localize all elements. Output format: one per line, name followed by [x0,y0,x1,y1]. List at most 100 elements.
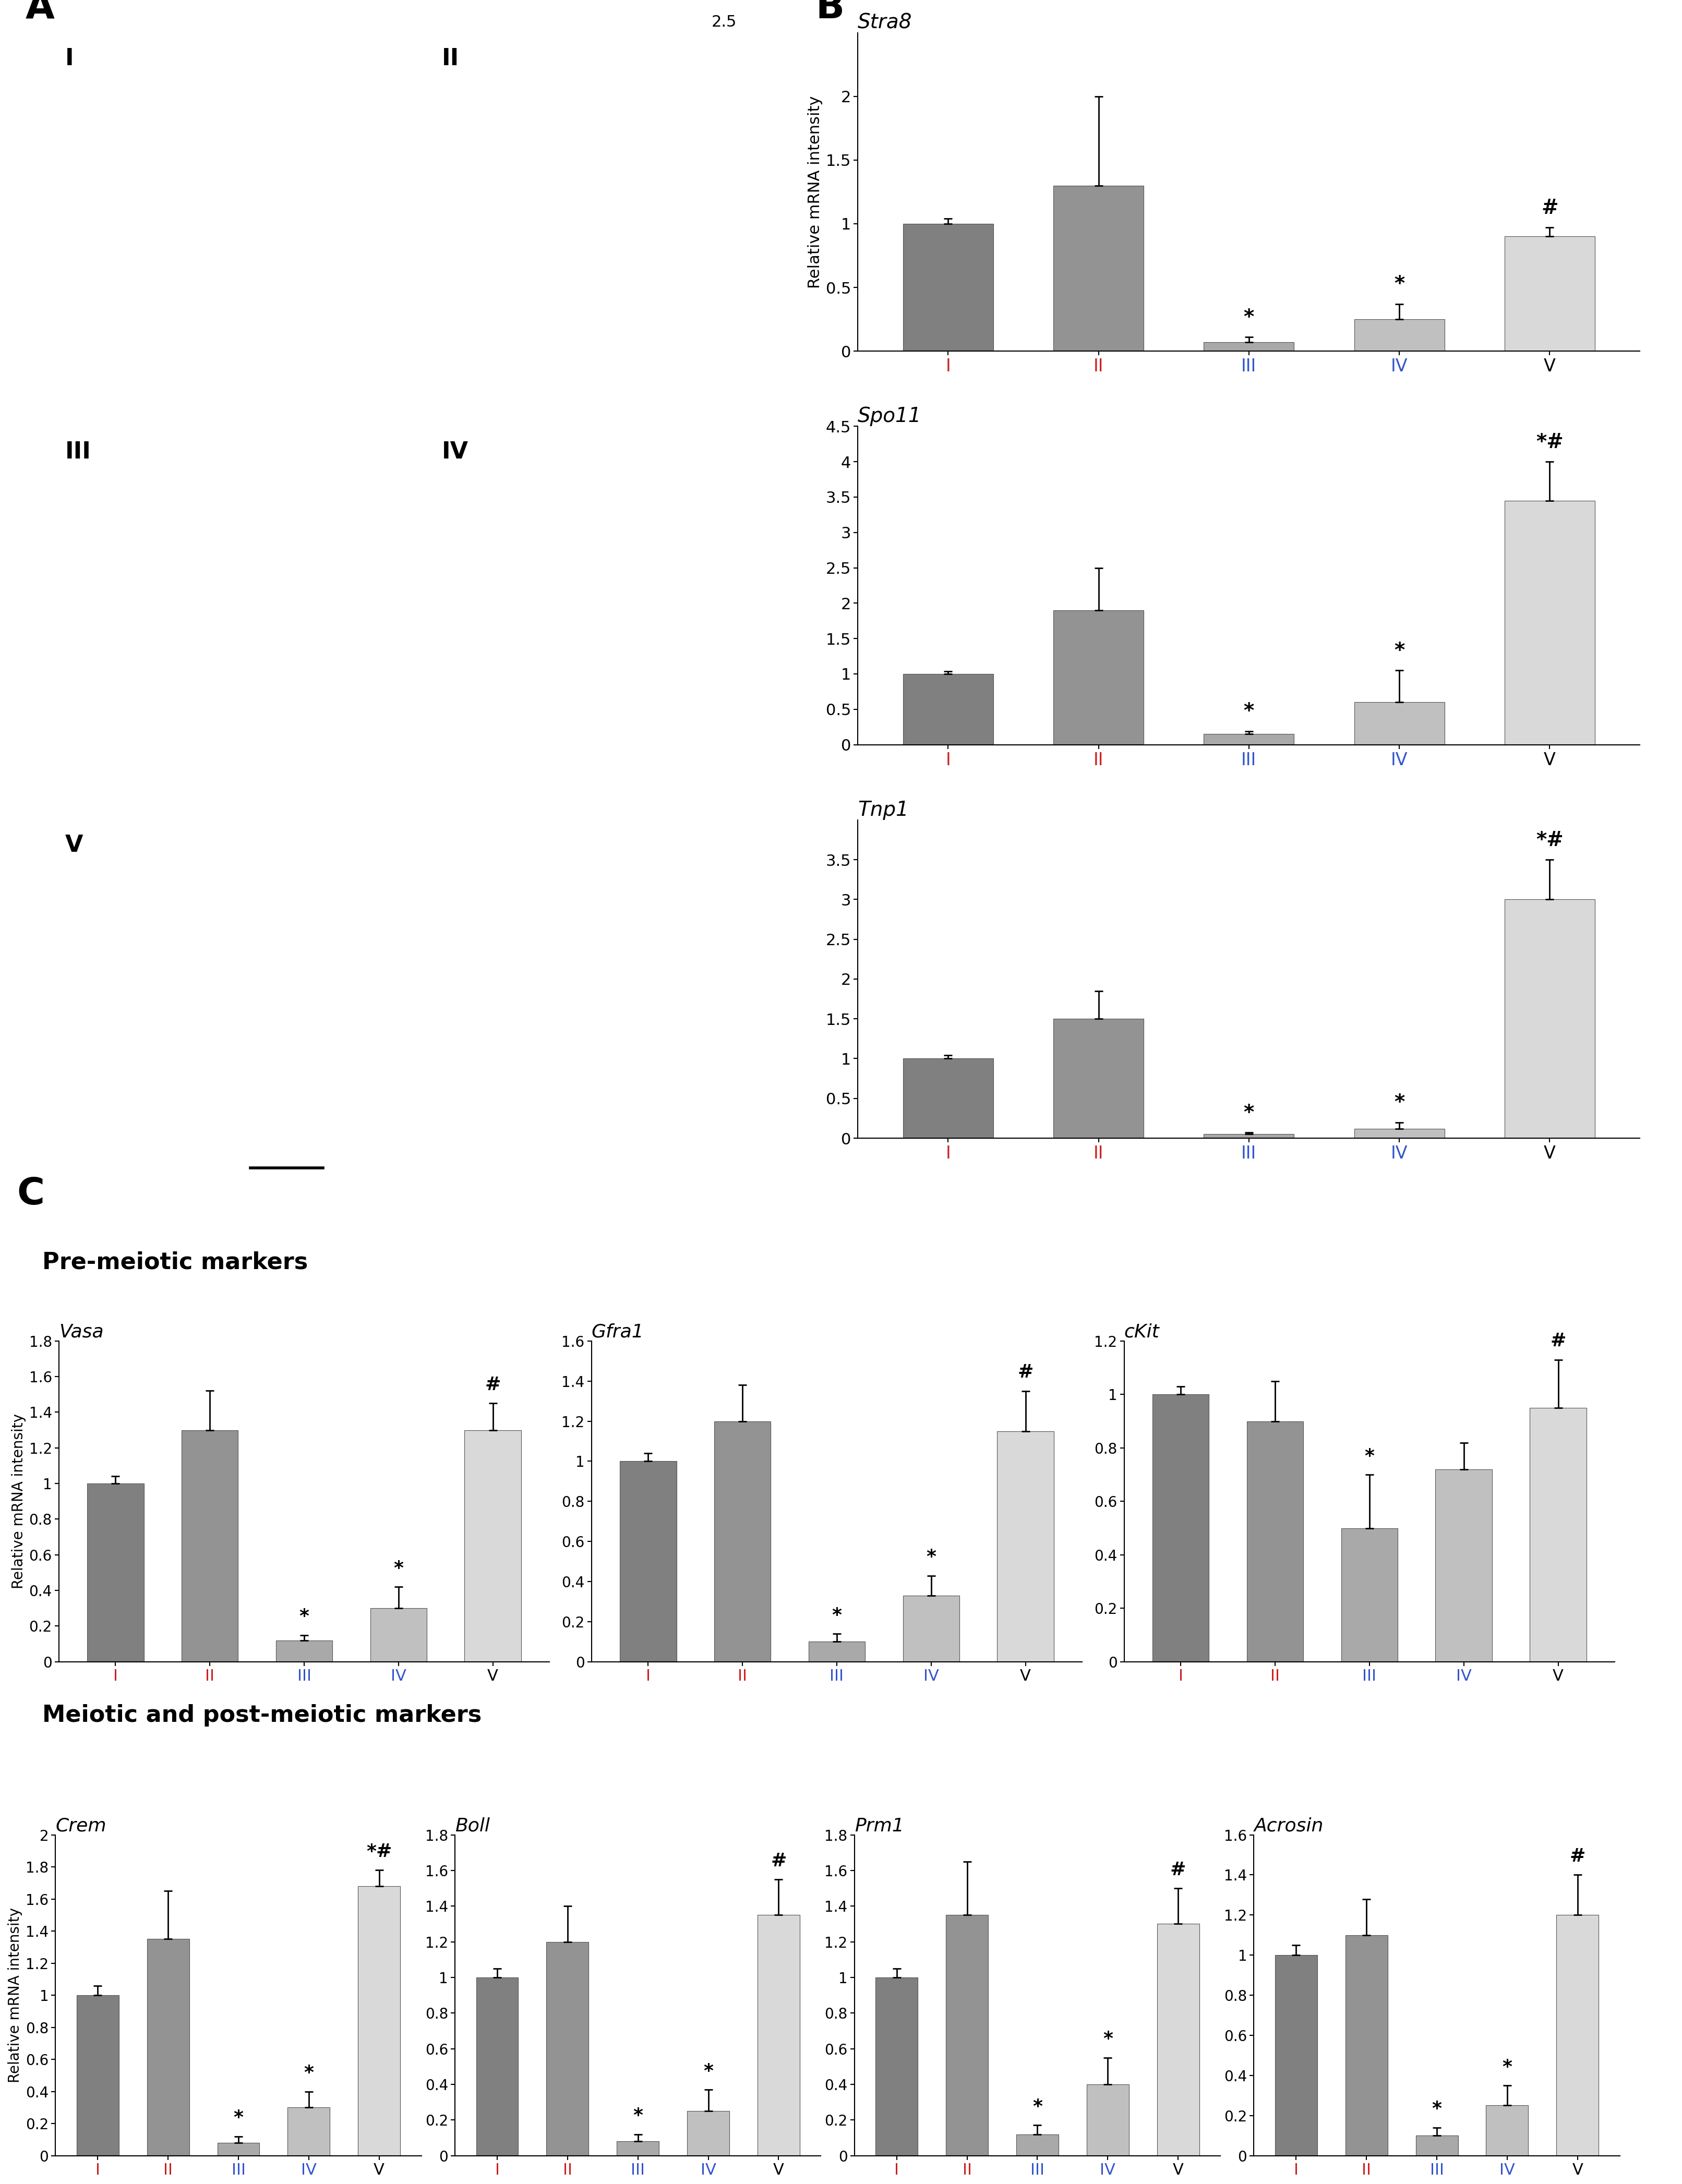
Text: I: I [66,48,74,70]
Text: III: III [66,441,91,463]
Bar [288,2108,330,2156]
Text: C: C [17,1177,44,1212]
Text: *: * [234,2110,244,2127]
Text: 2.5: 2.5 [711,15,737,31]
Bar [1487,2105,1529,2156]
Bar [1556,1915,1598,2156]
Text: #: # [484,1376,501,1393]
Bar [276,1640,333,1662]
Bar [476,1977,518,2156]
Text: *: * [632,2108,643,2125]
Text: *#: *# [1536,830,1564,850]
Text: Acrosin: Acrosin [1253,1817,1324,1835]
Text: #: # [1171,1861,1186,1878]
Text: *: * [1394,640,1404,662]
Y-axis label: Relative mRNA intensity: Relative mRNA intensity [12,1413,25,1590]
Text: Stra8: Stra8 [858,13,912,33]
Bar [1416,2136,1458,2156]
Text: *#: *# [1536,432,1564,452]
Text: *: * [304,2064,315,2081]
Bar [1275,1955,1317,2156]
Bar [1354,703,1445,745]
Text: Gfra1: Gfra1 [592,1324,644,1341]
Bar [1053,1018,1144,1138]
Bar [715,1422,770,1662]
Bar [903,675,992,745]
Bar [1435,1470,1492,1662]
Text: *: * [1243,308,1255,328]
Text: #: # [1569,1848,1586,1865]
Bar [370,1607,427,1662]
Text: Meiotic and post-meiotic markers: Meiotic and post-meiotic markers [42,1704,481,1728]
Bar [757,1915,799,2156]
Text: cKit: cKit [1124,1324,1159,1341]
Bar [182,1431,239,1662]
Text: #: # [1018,1363,1033,1382]
Y-axis label: Relative mRNA intensity: Relative mRNA intensity [807,96,822,288]
Text: Vasa: Vasa [59,1324,104,1341]
Bar [997,1431,1055,1662]
Text: *: * [1502,2057,1512,2075]
Text: *: * [299,1607,309,1625]
Bar [1505,900,1595,1138]
Bar [1053,609,1144,745]
Bar [217,2143,259,2156]
Bar [1354,319,1445,352]
Text: *: * [1243,701,1255,721]
Text: *#: *# [367,1843,392,1861]
Bar [688,2112,730,2156]
Bar [87,1483,143,1662]
Text: *: * [1394,275,1404,295]
Bar [547,1942,589,2156]
Bar [903,1059,992,1138]
Text: *: * [833,1607,841,1625]
Bar [1152,1393,1209,1662]
Bar [1354,1129,1445,1138]
Bar [619,1461,676,1662]
Text: IV: IV [442,441,468,463]
Bar [1505,500,1595,745]
Text: B: B [816,0,844,26]
Text: Boll: Boll [454,1817,489,1835]
Text: #: # [1541,199,1558,218]
Bar [1246,1422,1304,1662]
Bar [1204,1133,1293,1138]
Text: *: * [1243,1103,1255,1123]
Bar [1157,1924,1199,2156]
Text: #: # [770,1852,787,1870]
Bar [617,2140,659,2156]
Bar [1087,2084,1129,2156]
Text: II: II [442,48,459,70]
Bar [876,1977,918,2156]
Text: #: # [1551,1332,1566,1350]
Bar [1341,1529,1398,1662]
Bar [77,1996,119,2156]
Text: *: * [1364,1448,1374,1465]
Text: Prm1: Prm1 [854,1817,903,1835]
Text: Tnp1: Tnp1 [858,799,908,819]
Bar [1053,186,1144,352]
Y-axis label: Relative mRNA intensity: Relative mRNA intensity [8,1907,22,2084]
Bar [1204,343,1293,352]
Text: *: * [1103,2031,1113,2049]
Bar [809,1642,865,1662]
Bar [1531,1409,1586,1662]
Bar [903,1597,959,1662]
Text: V: V [66,834,82,856]
Bar [146,1939,188,2156]
Text: *: * [394,1559,404,1577]
Text: Spo11: Spo11 [858,406,922,426]
Text: *: * [1431,2101,1441,2118]
Text: *: * [1033,2099,1043,2116]
Bar [358,1887,400,2156]
Bar [1204,734,1293,745]
Text: Crem: Crem [56,1817,106,1835]
Text: *: * [927,1548,937,1566]
Text: *: * [1394,1092,1404,1112]
Bar [1505,236,1595,352]
Text: A: A [25,0,54,26]
Text: *: * [703,2062,713,2079]
Bar [1016,2134,1058,2156]
Bar [903,223,992,352]
Text: Pre-meiotic markers: Pre-meiotic markers [42,1251,308,1273]
